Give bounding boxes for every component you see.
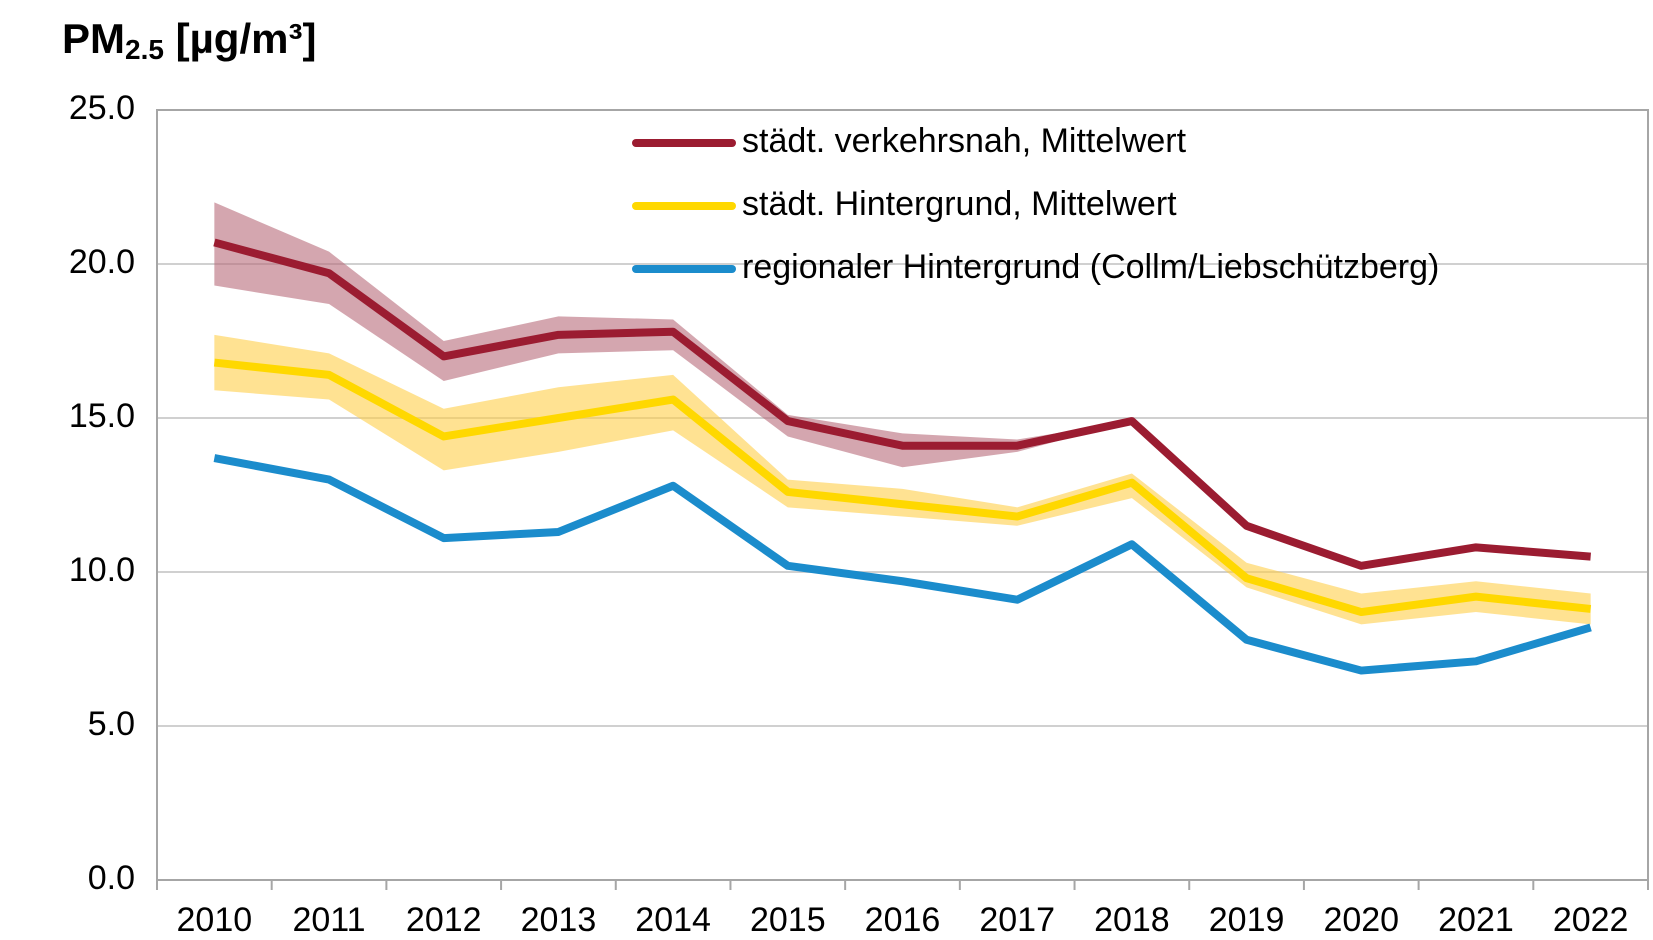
x-tick-label: 2015	[750, 901, 826, 939]
y-tick-label: 5.0	[88, 705, 135, 743]
x-tick-label: 2011	[292, 901, 365, 939]
y-tick-label: 25.0	[69, 89, 135, 127]
y-tick-label: 15.0	[69, 397, 135, 435]
y-tick-label: 20.0	[69, 243, 135, 281]
legend-label: regionaler Hintergrund (Collm/Liebschütz…	[742, 248, 1439, 286]
x-tick-label: 2018	[1094, 901, 1170, 939]
x-tick-label: 2019	[1209, 901, 1285, 939]
series-line	[213, 454, 1592, 675]
series-line	[213, 238, 1591, 570]
y-tick-label: 10.0	[69, 551, 135, 589]
legend-label: städt. Hintergrund, Mittelwert	[742, 185, 1177, 223]
x-tick-label: 2014	[635, 901, 711, 939]
plot-border	[156, 109, 1649, 881]
range-band	[214, 334, 1591, 625]
x-tick-label: 2022	[1553, 901, 1629, 939]
series-line	[213, 358, 1592, 617]
x-tick-label: 2012	[406, 901, 482, 939]
x-tick-label: 2010	[177, 901, 253, 939]
x-tick-label: 2017	[979, 901, 1055, 939]
legend-label: städt. verkehrsnah, Mittelwert	[742, 122, 1187, 160]
title-unit: [µg/m³]	[164, 15, 317, 62]
title-sub: 2.5	[125, 34, 164, 65]
chart-title: PM2.5 [µg/m³]	[62, 15, 316, 65]
x-tick-label: 2021	[1438, 901, 1514, 939]
x-tick-label: 2020	[1323, 901, 1399, 939]
x-tick-label: 2016	[865, 901, 941, 939]
x-tick-label: 2013	[521, 901, 597, 939]
title-main: PM	[62, 15, 125, 62]
y-tick-label: 0.0	[88, 859, 135, 897]
